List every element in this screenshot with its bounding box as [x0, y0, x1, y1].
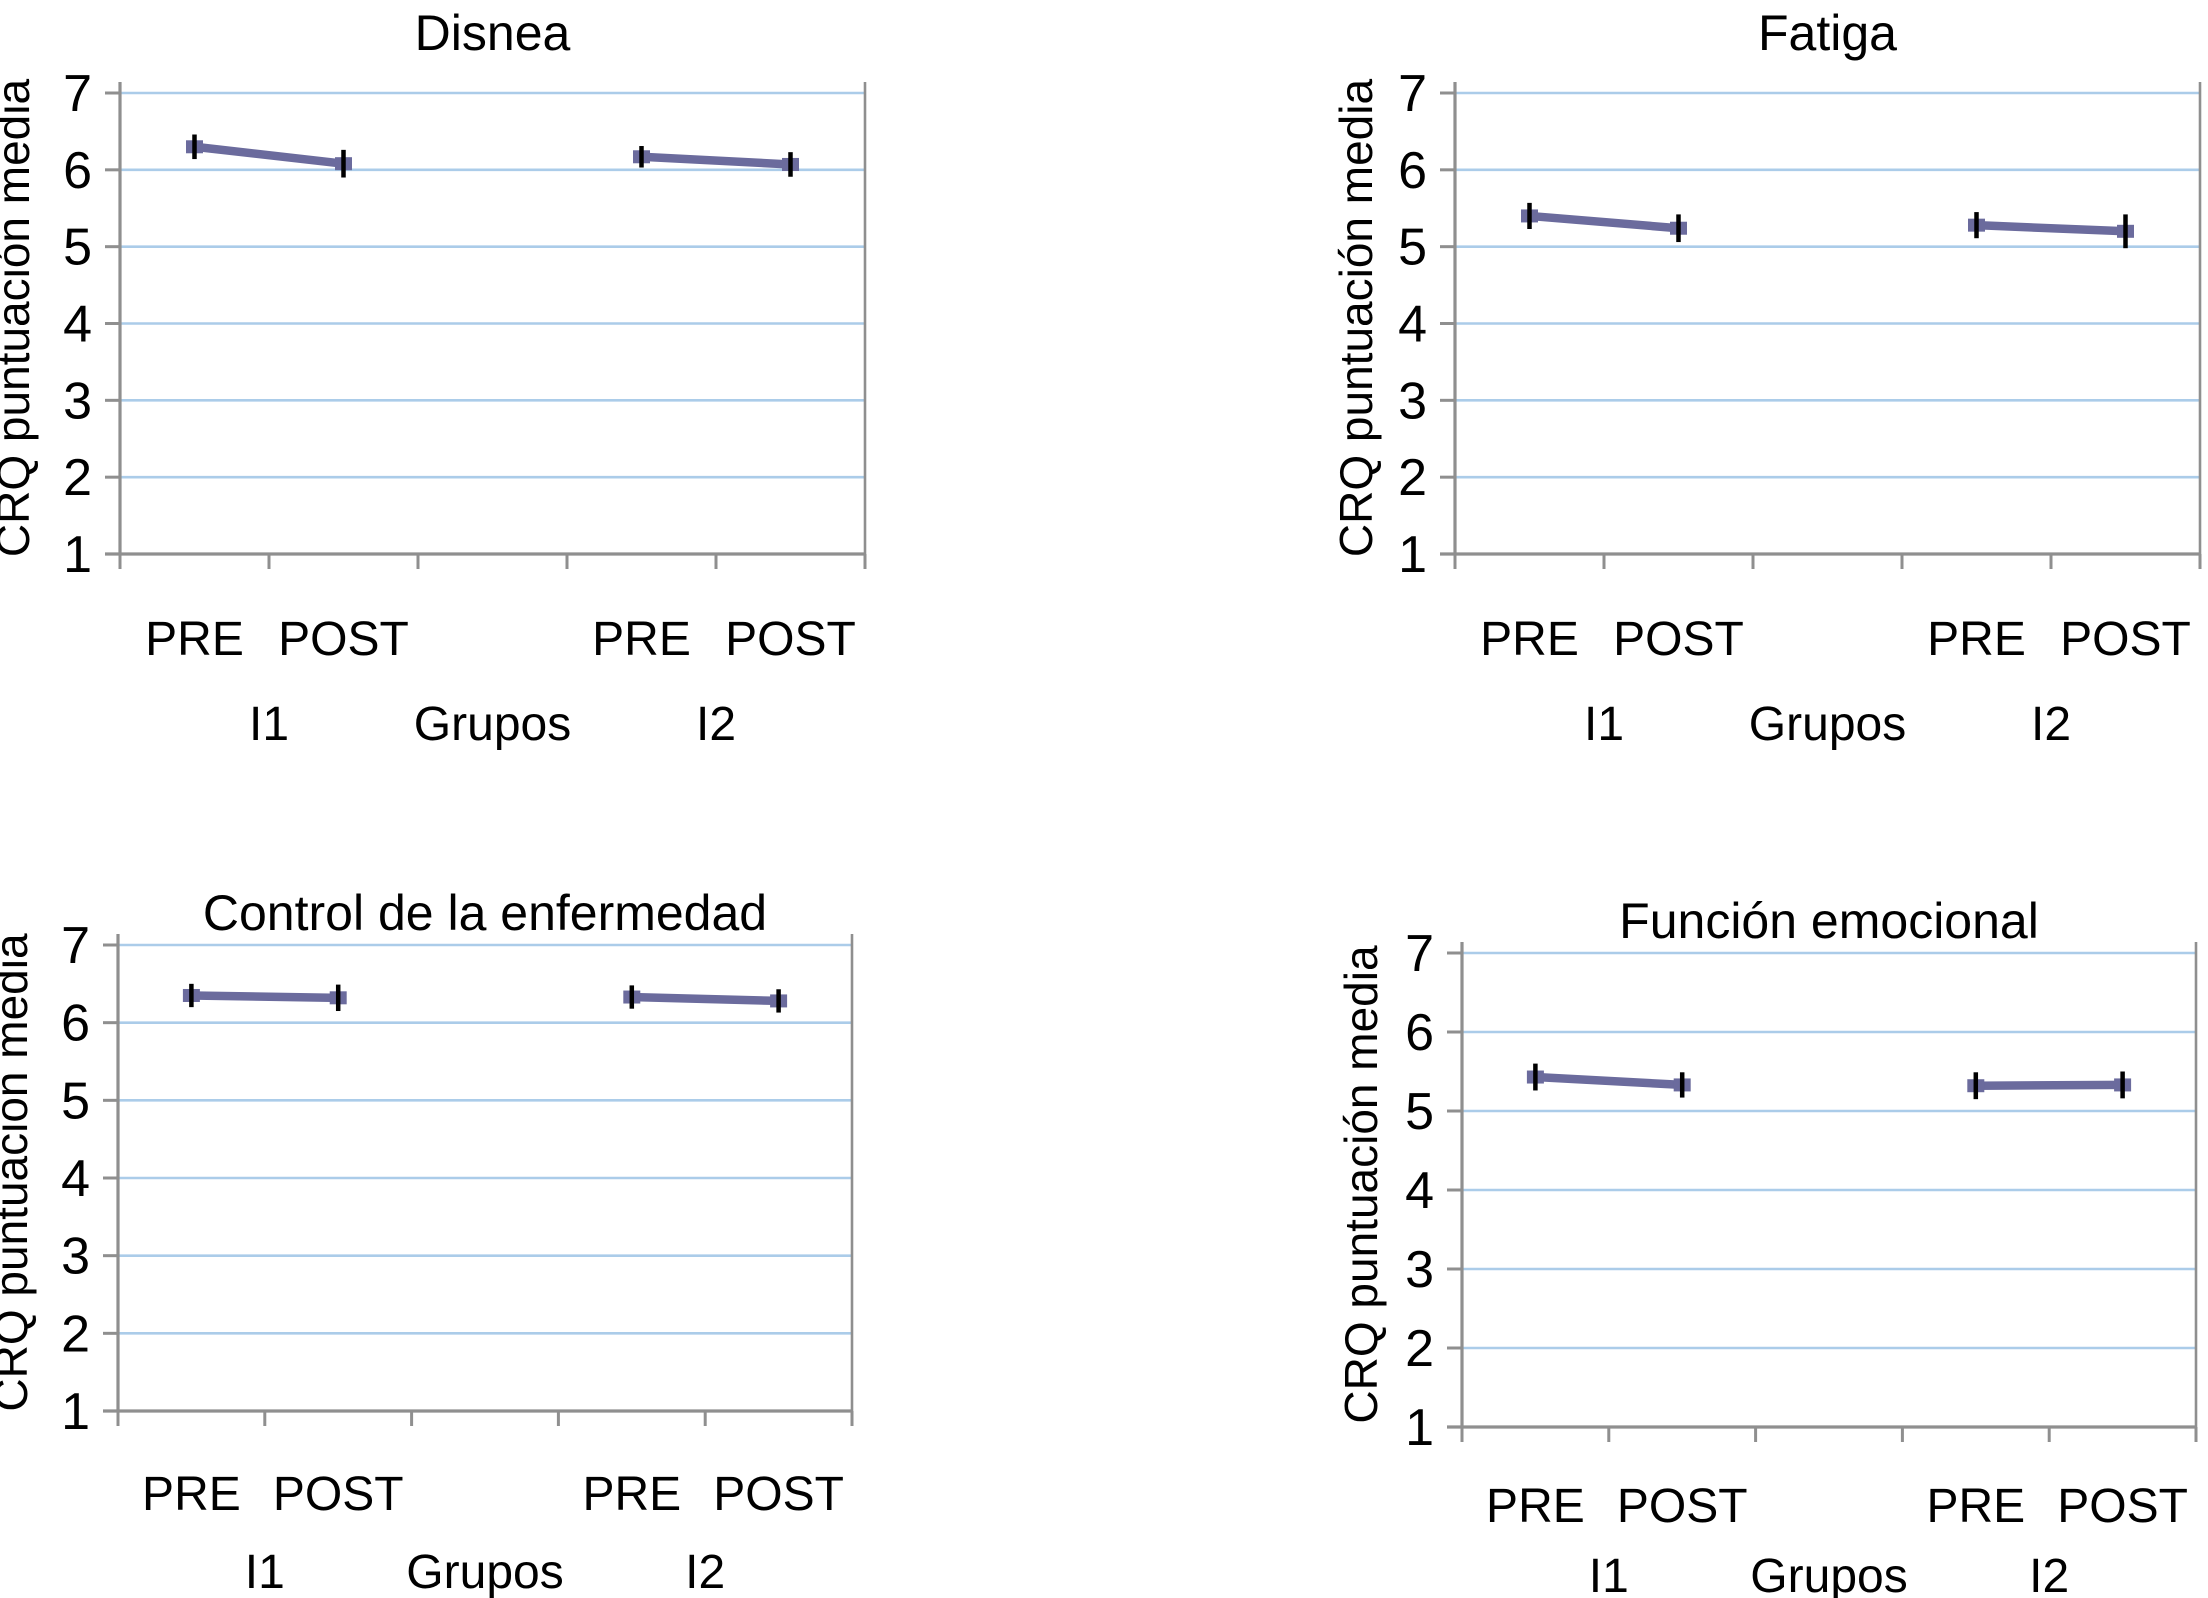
y-tick-label: 2 [1398, 449, 1427, 507]
x-category-label: PRE [592, 613, 691, 666]
y-tick-label: 1 [61, 1383, 90, 1441]
chart-title: Función emocional [1619, 893, 2039, 949]
x-category-label: POST [725, 613, 856, 666]
group-label: I2 [696, 698, 736, 751]
x-category-label: PRE [142, 1468, 241, 1521]
y-tick-label: 1 [1405, 1399, 1434, 1457]
y-tick-label: 6 [61, 995, 90, 1053]
y-tick-label: 7 [63, 65, 92, 123]
chart-title: Control de la enfermedad [203, 885, 767, 941]
x-axis-title: Grupos [406, 1546, 563, 1598]
y-tick-label: 3 [63, 372, 92, 430]
y-tick-label: 1 [1398, 526, 1427, 584]
y-tick-label: 2 [61, 1305, 90, 1363]
chart-fatiga: 1 2 3 4 5 6 7 PRE POST PRE POST I1 I2 Grupos CRQ puntu… [1330, 5, 2202, 751]
chart-title: Disnea [415, 5, 571, 61]
series-line-I1 [1529, 211, 1679, 233]
y-tick-label: 2 [1405, 1320, 1434, 1378]
x-category-label: POST [273, 1468, 404, 1521]
y-axis-title: CRQ puntuación media [1330, 79, 1382, 558]
x-axis-title: Grupos [414, 698, 571, 751]
y-tick-label: 7 [1398, 65, 1427, 123]
y-tick-label: 7 [61, 917, 90, 975]
y-tick-label: 4 [61, 1150, 90, 1208]
chart-funcion-emocional: 1 2 3 4 5 6 7 PRE POST PRE POST I1 I2 Grupos CRQ puntu… [1335, 893, 2198, 1598]
y-tick-label: 7 [1405, 925, 1434, 983]
group-label: I2 [2031, 698, 2071, 751]
group-label: I2 [2029, 1550, 2069, 1598]
x-category-label: POST [2057, 1480, 2188, 1533]
group-label: I1 [249, 698, 289, 751]
x-category-label: PRE [145, 613, 244, 666]
x-category-label: POST [713, 1468, 844, 1521]
y-axis-title: CRQ puntuación media [0, 79, 39, 558]
y-tick-label: 5 [61, 1072, 90, 1130]
x-category-label: POST [278, 613, 409, 666]
x-category-label: POST [1617, 1480, 1748, 1533]
x-category-label: PRE [1927, 613, 2026, 666]
y-tick-label: 4 [63, 296, 92, 354]
y-tick-label: 5 [1405, 1083, 1434, 1141]
series-line-I2 [1976, 220, 2126, 236]
y-tick-label: 4 [1398, 296, 1427, 354]
series-line-I2 [641, 152, 791, 169]
group-label: I1 [245, 1546, 285, 1598]
y-tick-label: 6 [63, 142, 92, 200]
x-category-label: PRE [582, 1468, 681, 1521]
y-tick-label: 3 [61, 1228, 90, 1286]
series-line-I1 [194, 142, 344, 168]
y-tick-label: 6 [1398, 142, 1427, 200]
x-axis-title: Grupos [1749, 698, 1906, 751]
x-category-label: PRE [1480, 613, 1579, 666]
chart-control-de-la-enfermedad: 1 2 3 4 5 6 7 PRE POST PRE POST I1 I2 Grupos CRQ puntu… [0, 885, 854, 1598]
y-tick-label: 6 [1405, 1004, 1434, 1062]
y-tick-label: 3 [1405, 1241, 1434, 1299]
y-tick-label: 3 [1398, 372, 1427, 430]
y-tick-label: 4 [1405, 1162, 1434, 1220]
group-label: I1 [1589, 1550, 1629, 1598]
x-category-label: POST [1613, 613, 1744, 666]
chart-title: Fatiga [1758, 5, 1897, 61]
y-tick-label: 5 [63, 219, 92, 277]
series-line-I2 [1975, 1080, 2123, 1090]
x-axis-title: Grupos [1750, 1550, 1907, 1598]
group-label: I2 [685, 1546, 725, 1598]
x-category-label: PRE [1926, 1480, 2025, 1533]
y-axis-title: CRQ puntuación media [0, 933, 37, 1412]
series-line-I1 [191, 991, 339, 1003]
chart-disnea: 1 2 3 4 5 6 7 PRE POST PRE POST I1 I2 Grupos CRQ puntu… [0, 5, 867, 751]
y-tick-label: 1 [63, 526, 92, 584]
y-tick-label: 2 [63, 449, 92, 507]
y-axis-title: CRQ puntuación media [1335, 945, 1387, 1424]
y-tick-label: 5 [1398, 219, 1427, 277]
x-category-label: POST [2060, 613, 2191, 666]
series-line-I2 [631, 992, 779, 1006]
x-category-label: PRE [1486, 1480, 1585, 1533]
group-label: I1 [1584, 698, 1624, 751]
series-line-I1 [1535, 1072, 1683, 1090]
